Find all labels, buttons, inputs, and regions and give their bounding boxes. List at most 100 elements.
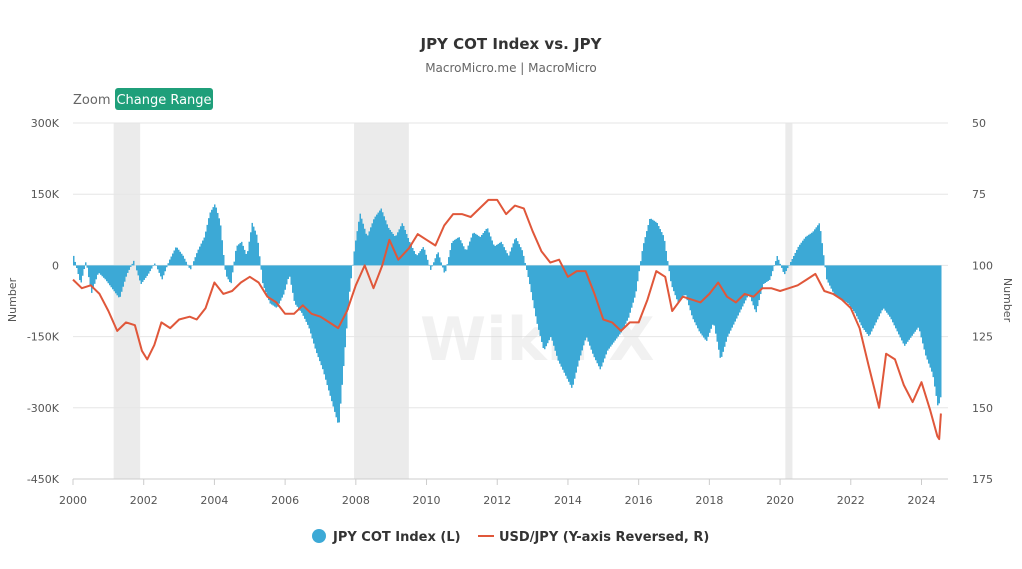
cot-bar <box>262 265 264 284</box>
cot-bar <box>914 265 916 332</box>
cot-bar <box>598 265 600 367</box>
legend-item-cot[interactable]: JPY COT Index (L) <box>312 529 461 545</box>
cot-bar <box>310 265 312 334</box>
cot-bar <box>595 265 597 361</box>
cot-bar <box>857 265 859 320</box>
cot-bar <box>275 265 277 308</box>
cot-bar <box>203 237 205 266</box>
cot-bar <box>449 250 451 266</box>
cot-bar <box>146 265 148 276</box>
cot-bar <box>889 265 891 317</box>
cot-bar <box>418 253 420 266</box>
cot-bar <box>733 265 735 325</box>
cot-bar <box>242 245 244 266</box>
cot-bar <box>862 265 864 328</box>
cot-bar <box>436 254 438 266</box>
cot-bar <box>76 265 78 268</box>
cot-bar <box>575 265 577 373</box>
cot-bar <box>296 265 298 307</box>
legend-marker-cot <box>312 529 326 543</box>
cot-bar <box>758 265 760 301</box>
cot-bar <box>904 265 906 346</box>
cot-bar <box>568 265 570 382</box>
cot-bar <box>400 226 402 266</box>
cot-bar <box>824 265 826 268</box>
x-tick-label: 2000 <box>59 494 87 507</box>
recession-band-2 <box>785 123 793 479</box>
cot-bar <box>502 244 504 266</box>
cot-bar <box>499 242 501 266</box>
cot-bar <box>541 265 543 342</box>
cot-bar <box>488 232 490 266</box>
cot-bar <box>358 221 360 266</box>
cot-bar <box>503 247 505 266</box>
cot-bar <box>455 238 457 266</box>
cot-bar <box>353 251 355 266</box>
cot-bar <box>118 265 120 298</box>
cot-bar <box>872 265 874 329</box>
cot-bar <box>635 265 637 292</box>
cot-bar <box>188 265 190 268</box>
cot-bar <box>374 216 376 266</box>
cot-bar <box>250 232 252 266</box>
change-range-button[interactable] <box>115 88 213 110</box>
cot-bar <box>616 265 618 339</box>
x-tick-label: 2022 <box>837 494 865 507</box>
cot-bar <box>197 249 199 266</box>
cot-bar <box>851 265 853 310</box>
cot-bar <box>704 265 706 340</box>
cot-bar <box>329 265 331 396</box>
cot-bar <box>535 265 537 317</box>
cot-bar <box>929 265 931 368</box>
cot-bar <box>764 265 766 283</box>
cot-bar <box>434 258 436 266</box>
x-tick-label: 2024 <box>907 494 935 507</box>
cot-bar <box>691 265 693 316</box>
right-tick-label: 100 <box>972 259 993 272</box>
legend-item-usdjpy[interactable]: USD/JPY (Y-axis Reversed, R) <box>478 530 709 545</box>
cot-bar <box>830 265 832 289</box>
cot-bar <box>367 235 369 266</box>
cot-bar <box>605 265 607 355</box>
cot-bar <box>674 265 676 296</box>
cot-bar <box>362 223 364 266</box>
cot-bar <box>391 231 393 266</box>
cot-bar <box>110 265 112 288</box>
zoom-control[interactable]: Zoom Change Range <box>73 88 213 110</box>
cot-bar <box>694 265 696 323</box>
cot-bar <box>754 265 756 310</box>
cot-bar <box>421 249 423 266</box>
cot-bar <box>100 265 102 275</box>
cot-bar <box>808 234 810 266</box>
cot-bar <box>212 207 214 266</box>
cot-bar <box>256 234 258 266</box>
cot-bar <box>230 265 232 284</box>
cot-bar <box>727 265 729 337</box>
cot-bar <box>304 265 306 319</box>
cot-bar <box>692 265 694 320</box>
cot-bar <box>269 265 271 304</box>
cot-bar <box>298 265 300 309</box>
cot-bar <box>178 249 180 266</box>
cot-bar <box>425 254 427 266</box>
cot-bar <box>419 251 421 266</box>
cot-bar <box>763 265 765 284</box>
cot-bar <box>524 262 526 266</box>
cot-bar <box>686 265 688 301</box>
cot-bar <box>583 265 585 346</box>
cot-bar <box>193 261 195 266</box>
cot-bar <box>611 265 613 345</box>
cot-bar <box>613 265 615 343</box>
cot-bar <box>104 265 106 280</box>
cot-bar <box>286 265 288 285</box>
cot-bar <box>283 265 285 295</box>
cot-bar <box>157 265 159 270</box>
cot-bar <box>548 265 550 341</box>
cot-bar <box>832 265 834 292</box>
cot-bar <box>656 223 658 266</box>
cot-bar <box>649 218 651 266</box>
cot-bar <box>632 265 634 303</box>
cot-bar <box>451 242 453 266</box>
cot-bar <box>77 265 79 275</box>
x-tick-label: 2006 <box>271 494 299 507</box>
